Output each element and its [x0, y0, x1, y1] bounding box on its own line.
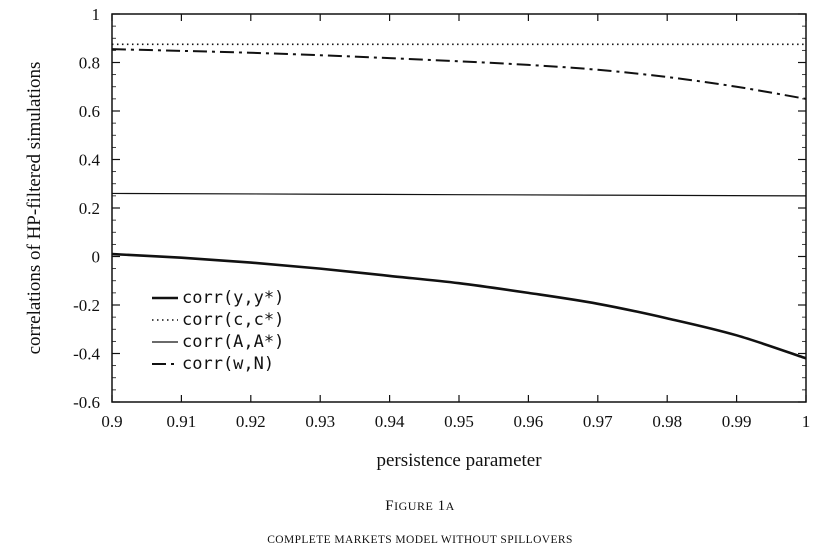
x-ticks: 0.9 0.91 0.92 0.93 0.94 0.95 0.96 0.97 0.98 0.99 1: [101, 14, 810, 431]
series-line-corr-w-n: [111, 48, 807, 100]
y-tick-label: 0: [92, 248, 101, 267]
y-tick-label: 0.6: [79, 102, 100, 121]
x-tick-label: 0.94: [375, 412, 405, 431]
y-tick-label: -0.2: [73, 296, 100, 315]
y-tick-label: 0.4: [79, 151, 101, 170]
y-tick-label: -0.4: [73, 345, 100, 364]
series-layer: [111, 43, 807, 360]
x-tick-label: 0.92: [236, 412, 266, 431]
legend-label: corr(w,N): [182, 354, 274, 374]
x-tick-label: 0.93: [305, 412, 335, 431]
x-tick-label: 0.98: [652, 412, 682, 431]
legend: corr(y,y*)corr(c,c*)corr(A,A*)corr(w,N): [152, 288, 284, 374]
y-ticks: -0.6 -0.4 -0.2 0 0.2 0.4 0.6 0.8 1: [73, 5, 806, 412]
figure-title: FIGURE 1A: [385, 498, 455, 514]
x-tick-label: 0.97: [583, 412, 613, 431]
y-tick-label: -0.6: [73, 393, 100, 412]
figure-subtitle: COMPLETE MARKETS MODEL WITHOUT SPILLOVER…: [267, 534, 573, 546]
x-tick-label: 0.95: [444, 412, 474, 431]
y-tick-label: 0.2: [79, 199, 100, 218]
y-tick-label: 1: [92, 5, 101, 24]
x-tick-label: 1: [802, 412, 811, 431]
legend-label: corr(A,A*): [182, 332, 284, 352]
x-tick-label: 0.99: [722, 412, 752, 431]
legend-label: corr(c,c*): [182, 310, 284, 330]
x-tick-label: 0.9: [101, 412, 122, 431]
series-line-corr-a-a: [111, 192, 807, 197]
legend-label: corr(y,y*): [182, 288, 284, 308]
x-tick-label: 0.91: [167, 412, 197, 431]
y-axis-label: correlations of HP-filtered simulations: [24, 62, 45, 355]
x-axis-label: persistence parameter: [376, 450, 542, 471]
y-tick-label: 0.8: [79, 54, 100, 73]
series-line-corr-y-y: [111, 252, 807, 360]
x-tick-label: 0.96: [514, 412, 544, 431]
chart: 0.9 0.91 0.92 0.93 0.94 0.95 0.96 0.97 0.98 0.99 1…: [24, 5, 810, 471]
